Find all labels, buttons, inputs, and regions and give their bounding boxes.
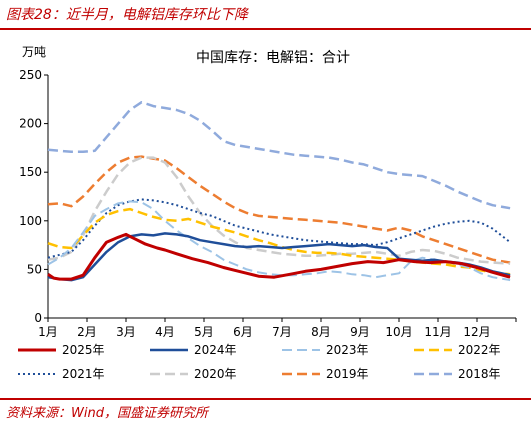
series-line-2021: [47, 198, 511, 259]
y-tick-label: 50: [27, 262, 42, 276]
source-note: 资料来源：Wind，国盛证券研究所: [6, 406, 208, 421]
legend: 2025年 2024年 2023年 2022年 2021年 2020年 2019年 2018年: [18, 343, 501, 381]
x-tick-label: 4月: [155, 325, 175, 339]
x-tick-label: 6月: [233, 325, 253, 339]
series-line-2019: [47, 155, 511, 264]
x-tick-label: 1月: [38, 325, 58, 339]
legend-label: 2018年: [458, 367, 501, 381]
series-line-2022: [47, 207, 511, 276]
x-tick-label: 10月: [385, 325, 412, 339]
title-rule: [0, 28, 531, 30]
y-axis-unit: 万吨: [22, 45, 46, 59]
legend-label: 2019年: [326, 367, 369, 381]
x-tick-label: 2月: [77, 325, 97, 339]
x-tick-label: 8月: [311, 325, 331, 339]
y-tick-label: 200: [19, 117, 42, 131]
y-tick-label: 0: [34, 311, 42, 325]
series-line-2023: [47, 200, 511, 282]
x-tick-label: 7月: [272, 325, 292, 339]
x-tick-label: 3月: [116, 325, 136, 339]
series-layer: [47, 100, 511, 282]
x-tick-label: 11月: [424, 325, 451, 339]
y-tick-label: 250: [19, 68, 42, 82]
legend-label: 2025年: [62, 343, 105, 357]
source-rule: [0, 398, 531, 400]
y-tick-label: 100: [19, 214, 42, 228]
series-line-2018: [47, 100, 511, 210]
y-tick-label: 150: [19, 165, 42, 179]
axes: 0 50 100 150 200 250 1月 2月 3月 4月 5月 6月 7月 8月 9月 10月 11月 1…: [19, 68, 517, 339]
series-line-2024: [47, 232, 511, 282]
series-line-2020: [47, 156, 511, 265]
series-line-2025: [47, 232, 511, 281]
x-tick-label: 5月: [194, 325, 214, 339]
x-tick-label: 12月: [463, 325, 490, 339]
figure-title: 图表28：近半月，电解铝库存环比下降: [6, 7, 248, 23]
legend-label: 2020年: [194, 367, 237, 381]
x-tick-label: 9月: [350, 325, 370, 339]
legend-label: 2023年: [326, 343, 369, 357]
legend-label: 2022年: [458, 343, 501, 357]
legend-label: 2024年: [194, 343, 237, 357]
legend-label: 2021年: [62, 367, 105, 381]
chart-title: 中国库存：电解铝：合计: [196, 50, 350, 66]
